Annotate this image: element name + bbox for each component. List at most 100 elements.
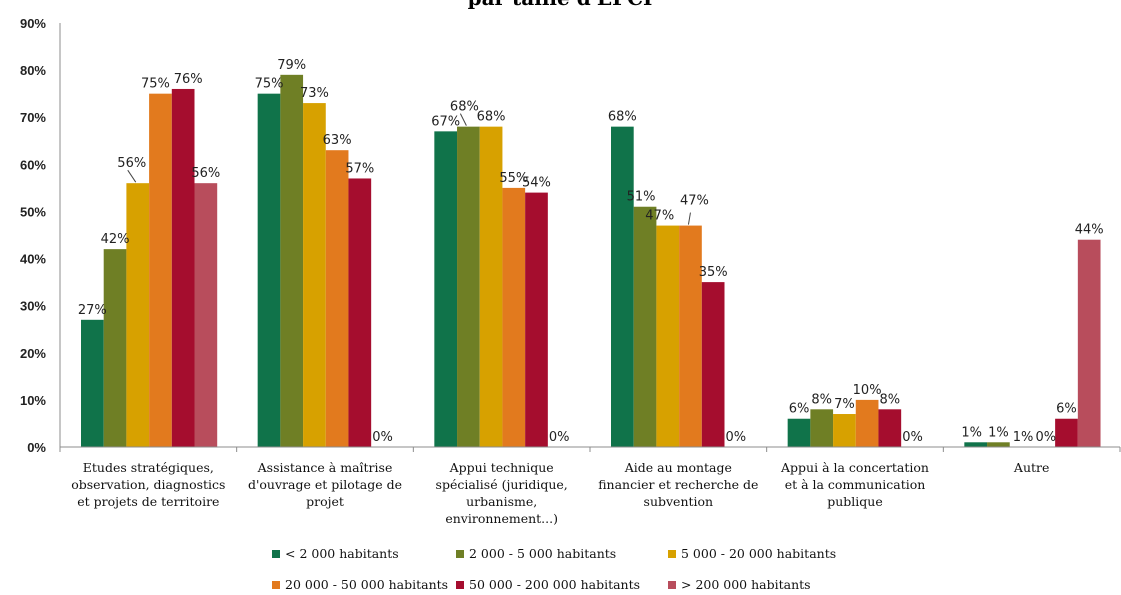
bars [81, 74, 1101, 448]
y-tick-label: 40% [20, 252, 46, 267]
bar [457, 126, 480, 448]
y-tick-label: 60% [20, 157, 46, 172]
legend-label: 20 000 - 50 000 habitants [285, 577, 448, 592]
legend-swatch [272, 550, 280, 558]
bar [855, 399, 879, 447]
data-label: 75% [255, 77, 284, 92]
data-label: 35% [699, 265, 728, 280]
data-label: 1% [988, 425, 1009, 440]
bar [679, 225, 702, 447]
data-label: 6% [789, 402, 810, 417]
x-tick-label: Aide au montage financier et recherche de… [598, 460, 758, 509]
data-label: 0% [1035, 430, 1056, 445]
bar [149, 93, 172, 448]
data-label: 68% [477, 110, 506, 125]
data-label: 42% [101, 232, 130, 247]
data-label: 6% [1056, 402, 1077, 417]
x-tick-label: Appui à la concertation et à la communica… [780, 460, 929, 509]
y-tick-label: 20% [20, 346, 46, 361]
x-tick-label: Appui technique spécialisé (juridique, urb… [436, 460, 568, 526]
data-label: 76% [174, 72, 203, 87]
x-tick-label: Autre [1013, 460, 1049, 475]
bar [1077, 239, 1101, 447]
bar [701, 282, 725, 447]
data-label: 0% [549, 430, 570, 445]
data-label: 8% [811, 392, 832, 407]
data-label: 68% [608, 110, 637, 125]
data-label: 47% [680, 194, 709, 209]
legend-label: 5 000 - 20 000 habitants [681, 546, 836, 561]
data-label: 57% [345, 161, 374, 176]
legend-swatch [456, 581, 464, 589]
data-label: 47% [645, 209, 674, 224]
data-label: 1% [1013, 430, 1034, 445]
bar [964, 442, 988, 447]
y-tick-label: 50% [20, 204, 46, 219]
y-tick-label: 90% [20, 16, 46, 31]
data-label: 75% [141, 77, 170, 92]
data-label: 10% [853, 383, 882, 398]
data-label: 68% [450, 100, 479, 115]
leader-line [687, 212, 691, 225]
legend-swatch [456, 550, 464, 558]
legend-swatch [668, 581, 676, 589]
bar [171, 88, 195, 447]
legend-label: > 200 000 habitants [681, 577, 811, 592]
bar [126, 183, 150, 447]
data-label: 0% [372, 430, 393, 445]
bar [103, 249, 127, 447]
y-tick-label: 0% [27, 440, 46, 455]
bar [280, 74, 304, 448]
data-label: 67% [431, 114, 460, 129]
bar [325, 150, 349, 447]
bar [303, 103, 326, 447]
leader-line [127, 169, 137, 183]
data-label: 7% [834, 397, 855, 412]
data-label: 56% [117, 156, 146, 171]
legend-label: 50 000 - 200 000 habitants [469, 577, 640, 592]
bar [1055, 418, 1078, 447]
data-label: 73% [300, 86, 329, 101]
y-tick-label: 10% [20, 393, 46, 408]
data-label: 55% [499, 171, 528, 186]
bar [479, 126, 503, 448]
x-tick-label: Etudes stratégiques, observation, diagnos… [71, 460, 225, 509]
bar [502, 187, 526, 447]
data-label: 27% [78, 303, 107, 318]
x-axis [59, 23, 1121, 452]
data-label: 79% [277, 58, 306, 73]
bar [656, 225, 680, 447]
y-tick-label: 30% [20, 299, 46, 314]
bar [878, 409, 902, 447]
bar [611, 126, 634, 448]
y-axis: 0% 10% 20% 30% 40% 50% 60% 70% 80% 90% [20, 16, 46, 455]
chart-title: par taille d'EPCI [468, 0, 653, 10]
bar [257, 93, 281, 448]
data-label: 56% [191, 166, 220, 181]
legend-label: 2 000 - 5 000 habitants [469, 546, 616, 561]
bar [434, 131, 458, 447]
data-labels: 27%75%67% 68%6%1%42%79%68%51%8%1%56%73%68… [78, 58, 1104, 445]
legend-label: < 2 000 habitants [285, 546, 399, 561]
legend-swatch [668, 550, 676, 558]
bar [633, 206, 657, 447]
data-label: 44% [1075, 223, 1104, 238]
legend: < 2 000 habitants 2 000 - 5 000 habitants… [272, 546, 836, 592]
data-label: 51% [627, 190, 656, 205]
bar [810, 409, 834, 447]
data-label: 8% [880, 392, 901, 407]
data-label: 1% [961, 425, 982, 440]
bar [525, 192, 548, 447]
data-label: 0% [726, 430, 747, 445]
leader-line [459, 113, 467, 126]
bar [348, 178, 372, 447]
bar [194, 183, 218, 447]
data-label: 63% [323, 133, 352, 148]
bar [987, 442, 1010, 447]
y-tick-label: 80% [20, 63, 46, 78]
bar [81, 319, 104, 447]
y-tick-label: 70% [20, 110, 46, 125]
x-tick-label: Assistance à maîtrise d'ouvrage et pilota… [248, 460, 402, 509]
x-axis-labels: Etudes stratégiques, observation, diagnos… [71, 460, 1049, 526]
